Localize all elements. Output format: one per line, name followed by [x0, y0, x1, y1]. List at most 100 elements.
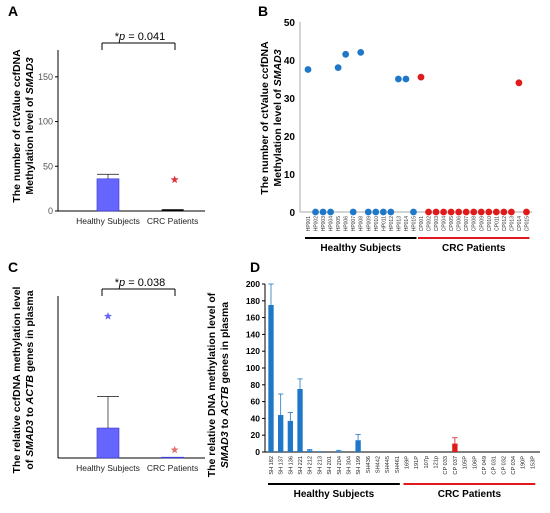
panel-d-ylabel-line1: The relative DNA methylation level of — [206, 292, 218, 477]
panel-b-x-tick-label: HP009 — [366, 216, 372, 232]
panel-d-x-tick-label: SH 136 — [288, 456, 294, 475]
panel-d-x-tick-label: SH 212 — [308, 456, 314, 475]
panel-b-point — [500, 208, 508, 216]
panel-b-x-tick-label: CP001 — [419, 216, 425, 232]
panel-b-x-tick-label: CP014 — [517, 216, 523, 232]
panel-d-group-label-healthy: Healthy Subjects — [294, 489, 375, 500]
panel-d-group-label-crc: CRC Patients — [438, 489, 502, 500]
panel-d-ytick-label: 80 — [251, 380, 261, 390]
panel-c-bar — [96, 427, 120, 459]
panel-d-x-tick-label: 191P — [414, 456, 420, 469]
panel-b-point — [319, 208, 327, 216]
panel-d-bar — [287, 420, 294, 452]
panel-b-point — [349, 208, 357, 216]
panel-b-x-tick-label: HP008 — [359, 216, 365, 232]
panel-b-point — [364, 208, 372, 216]
panel-d-bar — [307, 450, 313, 452]
panel-d-ylabel-line2: SMAD3 to ACTB genes in plasma — [219, 302, 231, 468]
panel-d-x-tick-label: SH 199 — [356, 456, 362, 475]
panel-b-point — [462, 208, 470, 216]
panel-b-ytick-label: 10 — [284, 170, 296, 181]
panel-b-point — [379, 208, 387, 216]
panel-d-x-tick-label: 169P — [405, 456, 411, 469]
panel-b-ytick-label: 50 — [284, 18, 296, 29]
panel-b-x-tick-label: CP009 — [479, 216, 485, 232]
panel-a-ytick-label: 50 — [43, 161, 53, 171]
panel-d-x-tick-label: 105P — [463, 456, 469, 469]
panel-b: B The number of ctValue ccfDNA Methylati… — [258, 3, 532, 254]
panel-b-x-tick-label: HP011 — [381, 216, 387, 231]
panel-b-x-tick-label: CP013 — [509, 216, 515, 232]
panel-b-point — [523, 208, 530, 216]
panel-b-point — [485, 208, 493, 216]
panel-a-ytick-label: 0 — [48, 206, 53, 216]
panel-d-ytick-label: 20 — [251, 430, 261, 440]
panel-b-ylabel-line2: Methylation level of SMAD3 — [272, 49, 284, 186]
panel-a-ytick-label: 100 — [38, 117, 53, 127]
panel-b-x-tick-label: CP007 — [464, 216, 470, 232]
panel-d-bar — [355, 440, 361, 452]
panel-b-x-tick-label: CP003 — [434, 216, 440, 232]
panel-d-x-tick-label: CP 031 — [492, 456, 498, 475]
panel-d-ytick-label: 0 — [255, 447, 260, 457]
panel-d-x-tick-label: SH 182 — [269, 456, 275, 475]
panel-b-x-tick-label: HP007 — [351, 216, 357, 232]
panel-d-ytick-label: 40 — [251, 413, 261, 423]
panel-d-x-tick-label: SH 221 — [298, 456, 304, 475]
panel-b-point — [372, 208, 380, 216]
panel-d-x-tick-label: SH442 — [376, 456, 382, 473]
panel-a-chart: 0 50 100 150 Healthy Subjects CRC Patients — [38, 50, 205, 226]
panel-b-point — [417, 73, 425, 81]
panel-d-ytick-label: 160 — [246, 313, 260, 323]
panel-a-ylabel-line2: Methylation level of SMAD3 — [24, 57, 36, 194]
panel-c-letter: C — [8, 259, 18, 275]
panel-d-x-tick-label: SH436 — [366, 456, 372, 473]
panel-b-x-tick-label: CP011 — [494, 216, 500, 231]
panel-b-point — [357, 49, 365, 56]
panel-d-bar — [297, 389, 303, 452]
panel-b-point — [425, 208, 432, 216]
panel-b-x-tick-label: CP008 — [472, 216, 478, 232]
panel-b-group-label-healthy: Healthy Subjects — [320, 243, 401, 254]
panel-d-letter: D — [250, 259, 260, 275]
panel-c-bar — [161, 456, 184, 459]
panel-d-x-tick-label: CP 033 — [443, 456, 449, 475]
panel-b-point — [432, 208, 440, 216]
panel-d-ytick-label: 140 — [246, 329, 260, 339]
panel-c-ylabel-line1: The relative ccfDNA methylation level — [11, 286, 23, 473]
panel-a-category-label: Healthy Subjects — [76, 216, 140, 226]
panel-d-bar — [336, 451, 342, 452]
panel-b-point — [304, 66, 312, 73]
panel-b-group-label-crc: CRC Patients — [442, 243, 506, 254]
panel-d-bar — [278, 415, 284, 452]
panel-d-x-tick-label: SH 304 — [346, 456, 352, 475]
panel-c-ylabel-line2: of SMAD3 to ACTB genes in plasma — [24, 290, 36, 469]
panel-b-point — [327, 208, 334, 216]
panel-b-ytick-label: 40 — [284, 56, 296, 67]
panel-c-outlier-point — [170, 445, 179, 454]
panel-b-x-tick-label: HP012 — [389, 216, 395, 232]
panel-d-x-tick-label: CP 037 — [453, 456, 459, 475]
panel-b-x-tick-label: HP002 — [314, 216, 320, 232]
panel-d-x-tick-label: CP 034 — [511, 456, 517, 475]
panel-a-ytick-label: 150 — [38, 72, 53, 82]
panel-b-x-tick-label: CP012 — [502, 216, 508, 232]
panel-d-x-tick-label: 121p — [434, 456, 440, 468]
panel-c-outlier-point — [104, 312, 112, 320]
panel-d-x-tick-label: SH461 — [395, 456, 401, 473]
panel-b-x-tick-label: CP006 — [457, 216, 463, 232]
panel-a-category-label: CRC Patients — [147, 216, 199, 226]
panel-b-point — [440, 208, 447, 216]
panel-c-category-label: Healthy Subjects — [76, 463, 140, 473]
panel-b-point — [402, 75, 410, 83]
panel-d-x-tick-label: SH 213 — [317, 456, 323, 475]
panel-c: C The relative ccfDNA methylation level … — [8, 259, 205, 473]
panel-d: D The relative DNA methylation level of … — [206, 259, 540, 500]
panel-d-x-tick-label: SH 137 — [279, 456, 285, 475]
panel-b-point — [492, 208, 500, 216]
panel-d-bar — [316, 451, 323, 452]
panel-b-x-tick-label: HP006 — [344, 216, 350, 232]
